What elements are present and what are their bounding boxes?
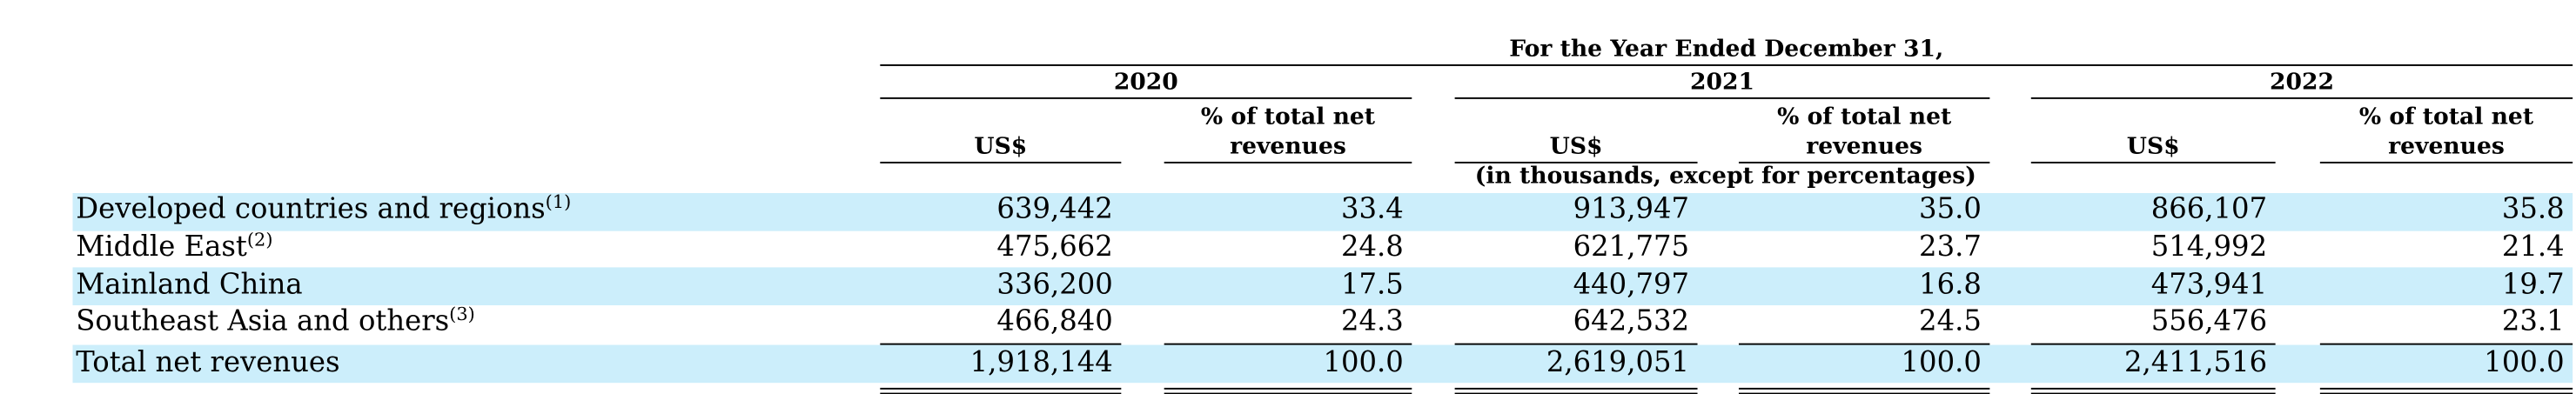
col-pct-line1: % of total net xyxy=(2358,104,2534,130)
cell-value: 2,411,516 xyxy=(2123,346,2268,380)
cell-value: 556,476 xyxy=(2150,305,2268,338)
cell-value: 642,532 xyxy=(1573,305,1690,338)
cell-value: 24.5 xyxy=(1919,305,1982,338)
col-pct-line2: revenues xyxy=(2388,133,2505,161)
row-label-text: Mainland China xyxy=(76,269,303,303)
year-label: 2020 xyxy=(1113,69,1178,97)
cell-usd-2021: 440,797 xyxy=(1573,269,1690,303)
cell-usd-2022: 866,107 xyxy=(2150,192,2268,226)
col-header-usd-2021: US$ xyxy=(1454,132,1698,164)
cell-value: 23.1 xyxy=(2501,305,2565,338)
cell-value: 2,619,051 xyxy=(1546,346,1690,380)
table-row-label: Middle East(2) xyxy=(76,230,272,268)
cell-value: 466,840 xyxy=(996,305,1113,338)
cell-value: 100.0 xyxy=(1323,346,1404,380)
year-label: 2021 xyxy=(1690,69,1754,97)
table-row-label: Mainland China xyxy=(76,267,302,305)
units-note: (in thousands, except for percentages) xyxy=(1420,162,2031,191)
col-pct-line2: revenues xyxy=(1806,133,1923,161)
cell-usd-2021: 621,775 xyxy=(1573,230,1690,264)
footnote-marker: (3) xyxy=(449,304,475,325)
col-header-usd-2022: US$ xyxy=(2030,132,2276,164)
col-usd-label: US$ xyxy=(974,133,1028,161)
row-label-text: Southeast Asia and others xyxy=(76,305,450,338)
cell-pct-2022: 23.1 xyxy=(2319,304,2573,345)
row-label-text: Developed countries and regions xyxy=(76,192,546,226)
year-header-2020: 2020 xyxy=(880,68,1412,99)
cell-pct-2021: 24.5 xyxy=(1738,304,1990,345)
row-label-text: Middle East xyxy=(76,230,247,264)
period-header: For the Year Ended December 31, xyxy=(880,35,2573,66)
cell-pct-2022: 21.4 xyxy=(2501,230,2565,264)
period-header-text: For the Year Ended December 31, xyxy=(1509,36,1944,63)
year-header-2021: 2021 xyxy=(1454,68,1990,99)
cell-pct-2020: 33.4 xyxy=(1340,192,1404,226)
year-header-2022: 2022 xyxy=(2030,68,2573,99)
cell-value: 100.0 xyxy=(2484,346,2565,380)
cell-pct-2020: 24.8 xyxy=(1340,230,1404,264)
cell-usd-2022: 556,476 xyxy=(2030,304,2276,345)
year-label: 2022 xyxy=(2270,69,2334,97)
cell-value: 24.3 xyxy=(1340,305,1404,338)
col-usd-label: US$ xyxy=(1549,133,1603,161)
table-row-label: Southeast Asia and others(3) xyxy=(76,304,474,342)
cell-pct-2021: 23.7 xyxy=(1919,230,1982,264)
table-row-label: Developed countries and regions(1) xyxy=(76,191,571,230)
col-pct-line2: revenues xyxy=(1230,133,1346,161)
footnote-marker: (1) xyxy=(545,191,572,213)
row-label-text: Total net revenues xyxy=(76,346,340,380)
cell-usd-2022: 473,941 xyxy=(2150,269,2268,303)
cell-usd-2021: 642,532 xyxy=(1454,304,1698,345)
cell-pct-2020: 24.3 xyxy=(1164,304,1412,345)
col-usd-label: US$ xyxy=(2126,133,2180,161)
col-header-usd-2020: US$ xyxy=(880,132,1122,164)
cell-usd-2020: 466,840 xyxy=(880,304,1122,345)
footnote-marker: (2) xyxy=(246,229,273,251)
col-pct-line1: % of total net xyxy=(1200,104,1376,130)
col-pct-line1: % of total net xyxy=(1777,104,1952,130)
cell-usd-2020: 475,662 xyxy=(996,230,1113,264)
row-band xyxy=(72,344,2573,384)
cell-value: 1,918,144 xyxy=(969,346,1113,380)
units-note-text: (in thousands, except for percentages) xyxy=(1474,163,1976,190)
cell-pct-2022: 35.8 xyxy=(2501,192,2565,226)
cell-pct-2020: 17.5 xyxy=(1340,269,1404,303)
cell-value: 100.0 xyxy=(1901,346,1982,380)
cell-usd-2022-total: 2,411,516 xyxy=(2030,345,2276,394)
cell-pct-2021: 16.8 xyxy=(1919,269,1982,303)
cell-pct-2021: 35.0 xyxy=(1919,192,1982,226)
table-row-label-total: Total net revenues xyxy=(76,345,339,384)
cell-usd-2022: 514,992 xyxy=(2150,230,2268,264)
cell-usd-2020: 336,200 xyxy=(996,269,1113,303)
cell-pct-2022: 19.7 xyxy=(2501,269,2565,303)
cell-usd-2021: 913,947 xyxy=(1573,192,1690,226)
row-band xyxy=(72,267,2573,306)
col-header-pct-2021: % of total net revenues xyxy=(1738,103,1990,164)
cell-usd-2020: 639,442 xyxy=(996,192,1113,226)
col-header-pct-2022: % of total net revenues xyxy=(2319,103,2573,164)
row-band xyxy=(72,192,2573,231)
col-header-pct-2020: % of total net revenues xyxy=(1164,103,1412,164)
